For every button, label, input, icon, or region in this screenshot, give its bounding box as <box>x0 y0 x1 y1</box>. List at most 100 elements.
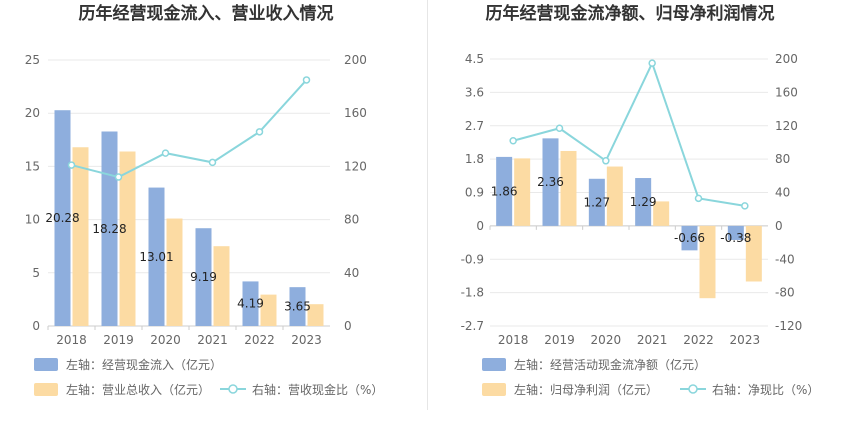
bar-1-3 <box>653 201 670 226</box>
bar-data-label: 4.19 <box>237 297 264 311</box>
left-axis-tick-label: 5 <box>32 266 40 280</box>
line-series <box>512 60 745 207</box>
right-axis-tick-label: 40 <box>775 186 790 200</box>
bar-1-1 <box>560 150 577 226</box>
right-axis-tick-label: 0 <box>344 319 352 333</box>
bar-data-label: 9.19 <box>190 270 217 284</box>
bar-data-label: 1.29 <box>630 195 657 209</box>
line-point-4 <box>255 128 264 136</box>
legend-label: 左轴：经营活动现金流净额（亿元） <box>514 357 706 372</box>
left-axis-tick-label: 10 <box>25 213 40 227</box>
bar-data-label: 18.28 <box>92 222 126 236</box>
left-axis-tick-label: 4.5 <box>465 52 484 66</box>
bar-0-5 <box>727 225 744 240</box>
bar-0-4 <box>681 225 698 251</box>
bar-data-label: 1.27 <box>583 195 610 209</box>
right-axis-tick-label: 120 <box>344 159 367 173</box>
category-label: 2021 <box>197 333 228 347</box>
legend-swatch-marker <box>688 384 698 394</box>
bar-0-5 <box>289 287 306 326</box>
category-label: 2020 <box>591 333 622 347</box>
bar-0-2 <box>588 178 605 226</box>
right-axis-tick-label: 80 <box>344 213 359 227</box>
right-axis-tick-label: 80 <box>775 152 790 166</box>
left-axis-tick-label: 0.9 <box>465 186 484 200</box>
bar-1-0 <box>514 158 531 226</box>
bar-0-3 <box>635 178 652 226</box>
category-label: 2023 <box>291 333 322 347</box>
bar-1-4 <box>260 294 277 326</box>
bar-data-label: 2.36 <box>537 175 564 189</box>
line-point-1 <box>555 124 564 133</box>
chart-title: 历年经营现金流净额、归母净利润情况 <box>486 3 775 24</box>
category-label: 2023 <box>730 333 761 347</box>
category-label: 2019 <box>103 333 134 347</box>
left-axis-tick-label: -2.7 <box>461 319 484 333</box>
bar-data-label: 20.28 <box>45 211 79 225</box>
left-axis-tick-label: 3.6 <box>465 85 484 99</box>
bar-data-label: -0.38 <box>720 231 751 245</box>
left-axis-tick-label: 0 <box>476 219 484 233</box>
bar-0-4 <box>242 281 259 326</box>
bar-0-1 <box>101 131 118 326</box>
legend-swatch-bar <box>34 358 58 371</box>
left-axis-tick-label: -1.8 <box>461 286 484 300</box>
left-axis-tick-label: 25 <box>25 53 40 67</box>
line-point-0 <box>67 161 76 169</box>
legend-swatch-bar <box>482 383 506 396</box>
bar-1-4 <box>699 225 716 299</box>
line-point-1 <box>114 173 123 181</box>
right-axis-tick-label: 160 <box>344 106 367 120</box>
line-series <box>71 79 308 179</box>
legend-label: 右轴：营收现金比（%） <box>252 382 383 397</box>
bar-1-2 <box>606 166 623 226</box>
bar-1-5 <box>307 304 324 326</box>
category-label: 2018 <box>56 333 87 347</box>
right-axis-tick-label: -120 <box>775 319 802 333</box>
bar-1-0 <box>72 147 89 326</box>
bar-0-0 <box>496 156 513 226</box>
panel-divider <box>427 0 428 410</box>
right-axis-tick-label: 160 <box>775 85 798 99</box>
category-label: 2019 <box>544 333 575 347</box>
legend-label: 右轴：净现比（%） <box>712 382 819 397</box>
chart-cash-inflow-revenue: 历年经营现金流入、营业收入情况 0 5 10 15 20 25 0 40 80 120 160 200 2… <box>25 3 384 397</box>
legend-label: 左轴：归母净利润（亿元） <box>514 382 658 397</box>
bar-data-label: -0.66 <box>674 231 705 245</box>
bar-data-label: 1.86 <box>491 184 518 198</box>
line-point-3 <box>208 158 217 167</box>
bar-1-1 <box>119 151 136 326</box>
left-axis-tick-label: -0.9 <box>461 252 484 266</box>
bar-0-3 <box>195 228 212 326</box>
bar-0-2 <box>148 187 165 326</box>
left-axis-tick-label: 0 <box>32 319 40 333</box>
right-axis-tick-label: 120 <box>775 119 798 133</box>
legend-swatch-bar <box>482 358 506 371</box>
bar-0-1 <box>542 138 559 226</box>
legend-swatch-marker <box>228 384 238 394</box>
left-axis-tick-label: 20 <box>25 106 40 120</box>
category-label: 2021 <box>637 333 668 347</box>
bar-1-2 <box>166 218 183 326</box>
line-point-4 <box>694 194 703 203</box>
right-axis-tick-label: 40 <box>344 266 359 280</box>
legend-swatch-bar <box>34 383 58 396</box>
bar-1-3 <box>213 246 230 326</box>
bar-data-label: 13.01 <box>139 250 173 264</box>
right-axis-tick-label: -80 <box>775 286 795 300</box>
chart-title: 历年经营现金流入、营业收入情况 <box>79 3 334 24</box>
category-label: 2022 <box>683 333 714 347</box>
line-point-3 <box>648 59 656 67</box>
line-point-2 <box>161 149 170 157</box>
line-point-0 <box>509 137 517 145</box>
category-label: 2018 <box>498 333 529 347</box>
legend-label: 左轴：经营现金流入（亿元） <box>66 357 222 372</box>
right-axis-tick-label: -40 <box>775 252 795 266</box>
line-point-5 <box>302 76 311 84</box>
bar-0-0 <box>54 110 71 327</box>
right-axis-tick-label: 0 <box>775 219 783 233</box>
line-point-5 <box>741 202 749 210</box>
bar-1-5 <box>745 225 762 282</box>
legend-label: 左轴：营业总收入（亿元） <box>66 382 210 397</box>
